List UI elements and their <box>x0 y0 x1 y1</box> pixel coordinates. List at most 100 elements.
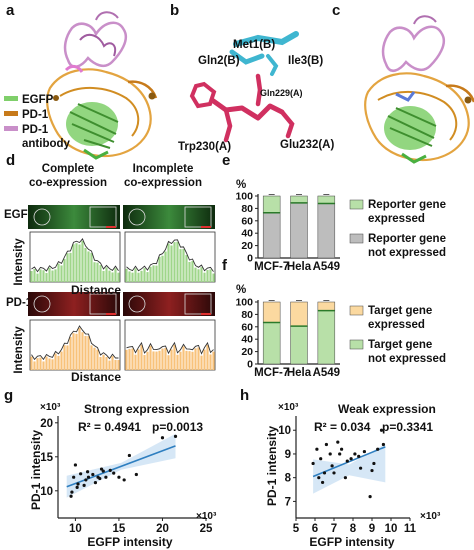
bar-f-MCF-7-0 <box>262 322 281 365</box>
profile-bar-egfp-complete <box>102 270 105 282</box>
bar-f-A549-0 <box>317 310 336 365</box>
profile-bar-pd1-complete <box>48 358 51 370</box>
profile-bar-egfp-incomplete <box>125 268 128 282</box>
profile-bar-pd1-complete <box>99 357 102 370</box>
profile-bar-egfp-complete <box>72 244 75 282</box>
profile-line-pd1-incomplete <box>126 341 214 355</box>
profile-frame-pd1-incomplete <box>124 319 216 371</box>
profile-bar-pd1-incomplete <box>167 355 170 370</box>
legend-label-e: Reporter gene <box>368 199 446 211</box>
profile-bar-pd1-complete <box>60 351 63 370</box>
profile-bar-egfp-complete <box>90 252 93 282</box>
label-gln229: Gln229(A) <box>260 88 303 98</box>
data-point-h <box>357 454 361 458</box>
bar-f-MCF-7-1 <box>262 301 281 323</box>
data-point-g <box>69 494 73 498</box>
profile-frame-pd1-complete <box>29 319 121 371</box>
data-point-h <box>379 428 384 432</box>
x-category-label-f: Hela <box>287 367 312 379</box>
data-point-g <box>127 453 131 458</box>
legend-swatch-pd1 <box>4 111 18 116</box>
profile-bar-pd1-incomplete <box>143 355 146 370</box>
bar-e-MCF-7-1 <box>262 195 281 213</box>
x-tick-label-h: 11 <box>404 523 417 535</box>
profile-bar-pd1-complete <box>93 347 96 370</box>
y-tick-label-f: 100 <box>235 297 253 309</box>
profile-bar-egfp-complete <box>81 240 84 282</box>
xexp-h: ×10³ <box>420 511 441 522</box>
x-tick-label-h: 6 <box>312 523 318 535</box>
profile-bar-pd1-complete <box>54 353 57 370</box>
data-point-g <box>160 436 165 440</box>
protein-structure-c <box>364 15 474 164</box>
protein-structure-a <box>46 11 158 160</box>
profile-bar-pd1-incomplete <box>176 354 179 370</box>
col-header-complete-2: co-expression <box>29 177 107 189</box>
x-tick-label-h: 9 <box>369 523 375 535</box>
panel-letter-b: b <box>170 2 179 19</box>
profile-bar-pd1-incomplete <box>146 351 149 370</box>
y-tick-label-f: 40 <box>241 334 253 346</box>
label-ile3: Ile3(B) <box>288 55 323 67</box>
pvalue-g: p=0.0013 <box>152 420 203 434</box>
profile-bar-egfp-incomplete <box>155 265 158 282</box>
data-point-h <box>376 447 380 451</box>
data-point-g <box>104 475 108 479</box>
data-point-g <box>101 469 105 473</box>
legend-label-antibody-2: antibody <box>22 138 71 150</box>
bar-f-Hela-1 <box>290 301 308 327</box>
legend-swatch-e <box>349 199 364 210</box>
fit-line-g <box>66 445 176 488</box>
data-point-g <box>108 468 112 472</box>
profile-bar-egfp-complete <box>36 273 39 282</box>
profile-bar-pd1-complete <box>90 345 93 370</box>
data-point-h <box>372 461 376 466</box>
data-point-h <box>336 440 340 444</box>
profile-bar-pd1-incomplete <box>137 349 140 370</box>
profile-bar-egfp-complete <box>60 265 63 282</box>
profile-bar-pd1-complete <box>39 357 42 370</box>
profile-bar-egfp-complete <box>108 270 111 282</box>
data-point-g <box>98 476 102 481</box>
x-tick-label-h: 5 <box>293 523 300 535</box>
profile-bar-egfp-complete <box>51 270 54 282</box>
residue-structure-b <box>189 31 299 143</box>
profile-bar-egfp-complete <box>105 267 108 282</box>
title-g: Strong expression <box>84 402 189 416</box>
profile-bar-pd1-complete <box>36 358 39 370</box>
x-tick-label-h: 8 <box>350 523 357 535</box>
profile-bar-egfp-incomplete <box>128 271 131 282</box>
profile-line-egfp-complete <box>31 238 119 273</box>
data-point-g <box>70 490 74 494</box>
unit-f: % <box>236 284 246 296</box>
panel-letter-e: e <box>222 152 230 169</box>
bar-f-Hela-0 <box>290 325 308 365</box>
profile-bar-egfp-complete <box>114 268 117 282</box>
data-point-h <box>345 459 349 463</box>
scale-bars <box>106 226 211 315</box>
x-category-label-e: Hela <box>287 261 312 273</box>
profile-bar-pd1-complete <box>81 332 84 370</box>
profile-bar-egfp-complete <box>87 251 90 282</box>
r2-g: R² = 0.4941 <box>78 420 141 434</box>
legend-swatch-antibody <box>4 126 18 131</box>
legend-label-pd1: PD-1 <box>22 109 49 121</box>
profile-bar-pd1-incomplete <box>197 347 200 370</box>
data-point-g <box>93 481 98 485</box>
legend-label-egfp: EGFP <box>22 94 54 106</box>
data-point-h <box>343 476 347 480</box>
micrograph-egfp-incomplete <box>123 205 215 229</box>
y-tick-label-h: 7 <box>285 496 291 508</box>
bar-e-A549-1 <box>317 195 336 204</box>
profile-bar-pd1-incomplete <box>128 348 131 370</box>
xlabel-g: EGFP intensity <box>87 535 172 549</box>
col-header-incomplete-1: Incomplete <box>133 163 194 175</box>
data-point-h <box>340 447 344 451</box>
xexp-g: ×10³ <box>196 511 217 522</box>
profile-line-egfp-incomplete <box>126 239 214 272</box>
profile-bar-pd1-incomplete <box>179 351 182 370</box>
data-point-g <box>84 478 88 482</box>
profile-bar-pd1-incomplete <box>203 349 206 370</box>
profile-bar-egfp-incomplete <box>203 272 206 282</box>
